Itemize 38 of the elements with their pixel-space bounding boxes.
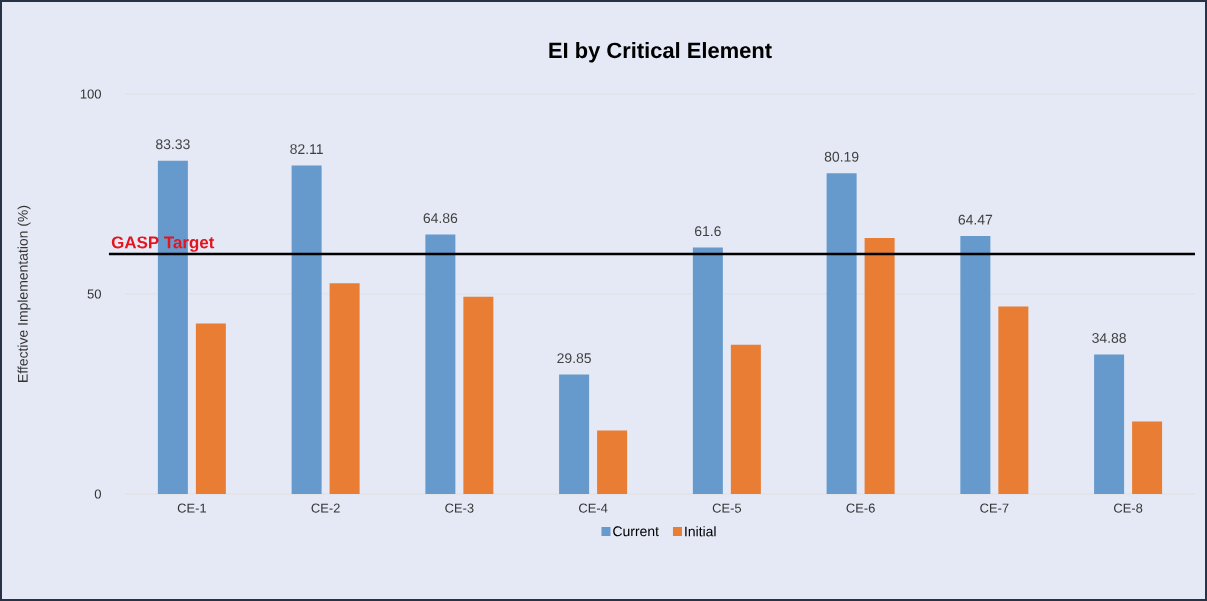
bar bbox=[730, 344, 761, 494]
x-tick-label: CE-4 bbox=[579, 503, 608, 513]
x-tick-label: CE-1 bbox=[177, 503, 206, 513]
bar bbox=[597, 430, 628, 494]
data-label: 82.11 bbox=[290, 144, 323, 155]
data-label: 64.47 bbox=[958, 214, 993, 225]
x-tick-label: CE-8 bbox=[1114, 503, 1143, 513]
bar bbox=[826, 173, 857, 494]
bar bbox=[559, 374, 590, 494]
bar bbox=[1094, 354, 1125, 494]
bar bbox=[425, 234, 456, 494]
x-tick-label: CE-7 bbox=[980, 503, 1009, 513]
y-tick-label: 50 bbox=[87, 289, 101, 299]
legend-label: Current bbox=[613, 526, 659, 537]
bar bbox=[463, 296, 494, 494]
bar bbox=[329, 283, 360, 494]
data-label: 34.88 bbox=[1092, 333, 1126, 343]
bar bbox=[195, 323, 226, 494]
bar bbox=[998, 306, 1029, 494]
y-tick-label: 100 bbox=[80, 89, 101, 99]
data-label: 29.85 bbox=[557, 353, 591, 364]
x-tick-label: CE-3 bbox=[445, 503, 474, 513]
y-tick-label: 0 bbox=[94, 489, 101, 499]
legend-label: Initial bbox=[685, 526, 716, 537]
x-tick-label: CE-2 bbox=[311, 503, 340, 513]
bar bbox=[1132, 421, 1163, 494]
data-label: 80.19 bbox=[824, 151, 859, 162]
y-axis-title: Effective Implementation (%) bbox=[17, 205, 31, 382]
chart-title: EI by Critical Element bbox=[549, 42, 772, 63]
data-label: 64.86 bbox=[423, 213, 458, 224]
x-tick-label: CE-6 bbox=[846, 503, 875, 513]
bar bbox=[960, 236, 991, 494]
bar bbox=[692, 247, 723, 494]
data-label: 83.33 bbox=[156, 139, 190, 150]
bar bbox=[291, 165, 322, 494]
bar bbox=[864, 238, 895, 494]
x-tick-label: CE-5 bbox=[712, 503, 742, 513]
data-label: 61.6 bbox=[694, 226, 721, 237]
